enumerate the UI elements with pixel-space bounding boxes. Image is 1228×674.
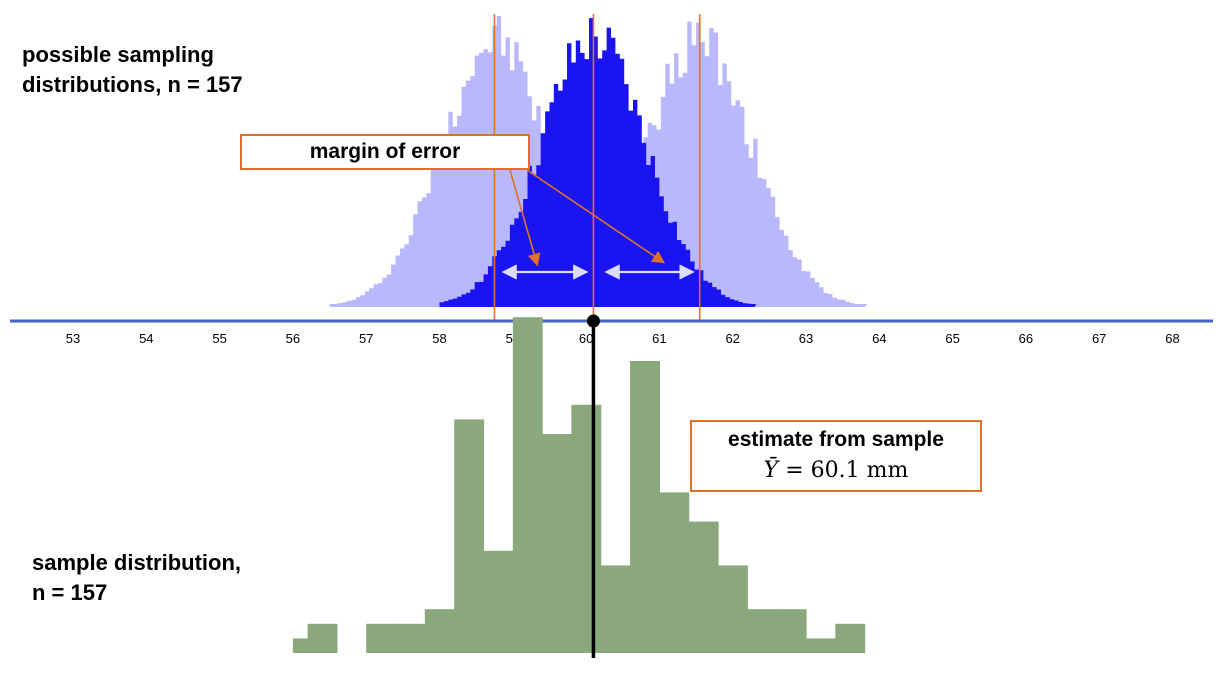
sample-bin-15 (747, 609, 778, 653)
sample-bin-18 (835, 623, 866, 653)
sample-histogram (292, 317, 866, 653)
margin-of-error-label: margin of error (309, 140, 461, 163)
sample-bin-11 (630, 361, 660, 653)
sample-bin-2 (366, 623, 397, 653)
estimate-label: estimate from sample (728, 428, 944, 451)
estimate-equation: Ȳ = 60.1 mm (692, 454, 980, 488)
margin-of-error-box: margin of error (240, 134, 530, 170)
tick-label-56: 56 (286, 331, 300, 346)
pointer-to-left-arrow (509, 169, 541, 267)
sample-bin-8 (542, 434, 572, 653)
tick-label-66: 66 (1019, 331, 1033, 346)
x-axis: 53545556575859606162636465666768 (10, 319, 1213, 346)
estimate-box: estimate from sample Ȳ = 60.1 mm (690, 420, 982, 492)
tick-label-55: 55 (212, 331, 226, 346)
sample-bin-12 (659, 492, 690, 653)
sample-title-line1: sample distribution, (32, 550, 242, 575)
sample-bin-5 (454, 419, 485, 653)
sample-bin-13 (688, 521, 719, 653)
sample-bin-7 (512, 317, 543, 653)
tick-label-58: 58 (432, 331, 446, 346)
pointer-to-right-arrow (526, 169, 666, 264)
tick-label-68: 68 (1165, 331, 1179, 346)
estimate-value: = 60.1 mm (778, 458, 909, 483)
estimate-marker (586, 314, 600, 658)
estimate-symbol: Ȳ (763, 458, 779, 483)
sample-bin-14 (718, 565, 748, 653)
tick-label-53: 53 (66, 331, 80, 346)
sample-bin-9 (571, 404, 602, 653)
sample-title: sample distribution, n = 157 (32, 548, 241, 608)
sample-bin-6 (483, 550, 514, 653)
tick-label-67: 67 (1092, 331, 1106, 346)
tick-label-60: 60 (579, 331, 593, 346)
sample-bin-4 (424, 609, 455, 653)
tick-label-64: 64 (872, 331, 886, 346)
tick-label-65: 65 (945, 331, 959, 346)
sampling-title-line2: distributions, n = 157 (22, 72, 243, 97)
tick-label-57: 57 (359, 331, 373, 346)
tick-label-63: 63 (799, 331, 813, 346)
sampling-dist-right (520, 21, 868, 307)
tick-label-62: 62 (725, 331, 739, 346)
sample-title-line2: n = 157 (32, 580, 108, 605)
sampling-title-line1: possible sampling (22, 42, 214, 67)
margin-arrows (501, 169, 695, 280)
sampling-title: possible sampling distributions, n = 157 (22, 40, 243, 100)
sampling-dist-center (439, 18, 757, 307)
sample-bin-17 (806, 638, 836, 653)
sample-bin-1 (307, 623, 338, 653)
sample-bin-10 (600, 565, 631, 653)
estimate-dot (586, 314, 600, 328)
tick-label-61: 61 (652, 331, 666, 346)
sample-bin-16 (776, 609, 807, 653)
sample-bin-3 (395, 623, 426, 653)
tick-label-54: 54 (139, 331, 153, 346)
